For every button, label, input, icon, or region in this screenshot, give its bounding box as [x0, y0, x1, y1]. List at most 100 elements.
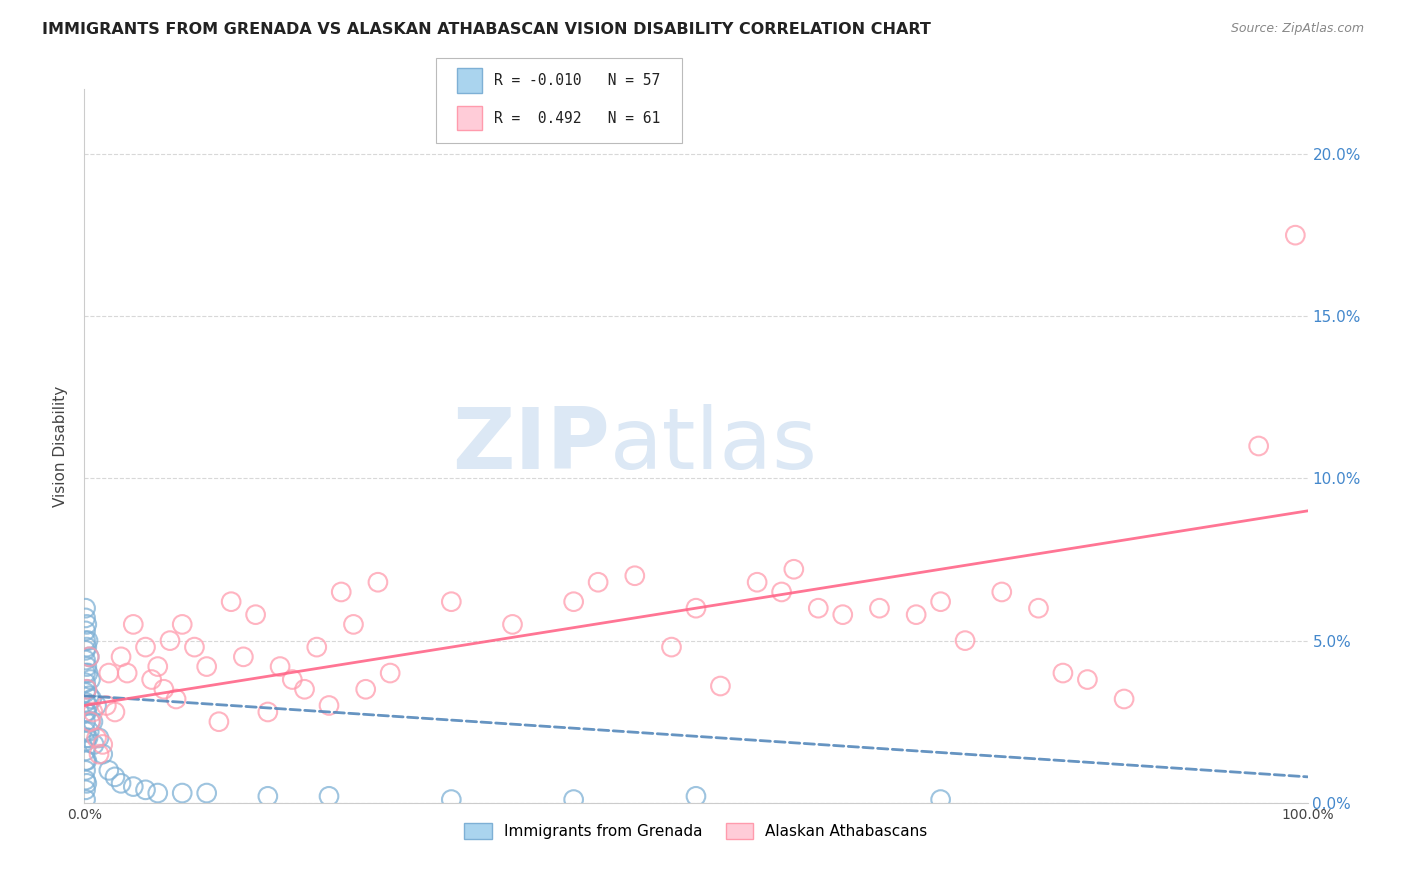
Point — [77, 633, 100, 648]
Point — [562, 792, 585, 806]
Point — [83, 738, 105, 752]
Point — [76, 640, 98, 654]
Point — [219, 595, 242, 609]
Point — [281, 673, 304, 687]
Point — [562, 595, 585, 609]
Point — [91, 738, 114, 752]
Point — [115, 666, 138, 681]
Point — [685, 789, 707, 804]
Point — [96, 698, 118, 713]
Point — [709, 679, 731, 693]
Point — [929, 792, 952, 806]
Point — [257, 705, 280, 719]
Point — [318, 789, 340, 804]
Point — [380, 666, 402, 681]
Point — [440, 792, 463, 806]
Point — [195, 659, 218, 673]
Point — [502, 617, 524, 632]
Point — [75, 782, 97, 797]
Point — [79, 673, 101, 687]
Point — [172, 786, 194, 800]
Point — [75, 792, 97, 806]
Point — [141, 673, 163, 687]
Point — [183, 640, 205, 654]
Point — [75, 675, 97, 690]
Point — [76, 731, 98, 745]
Point — [77, 731, 100, 745]
Point — [783, 562, 806, 576]
Point — [76, 682, 98, 697]
Point — [135, 640, 157, 654]
Point — [97, 666, 120, 681]
Point — [195, 786, 218, 800]
Point — [807, 601, 830, 615]
Point — [76, 776, 98, 790]
Point — [110, 649, 132, 664]
Point — [77, 689, 100, 703]
Point — [831, 607, 853, 622]
Point — [905, 607, 928, 622]
Point — [76, 682, 98, 697]
Point — [79, 714, 101, 729]
Point — [75, 685, 97, 699]
Point — [586, 575, 609, 590]
Point — [354, 682, 377, 697]
Point — [172, 617, 194, 632]
Point — [75, 624, 97, 638]
Point — [75, 714, 97, 729]
Point — [82, 714, 104, 729]
Point — [305, 640, 328, 654]
Point — [75, 705, 97, 719]
Point — [91, 747, 114, 761]
Point — [1052, 666, 1074, 681]
Point — [440, 595, 463, 609]
Point — [330, 585, 353, 599]
Point — [104, 705, 127, 719]
Point — [1284, 228, 1306, 243]
Point — [269, 659, 291, 673]
Text: ZIP: ZIP — [453, 404, 610, 488]
Point — [153, 682, 176, 697]
Point — [75, 643, 97, 657]
Point — [80, 692, 103, 706]
Point — [318, 698, 340, 713]
Point — [75, 695, 97, 709]
Text: Source: ZipAtlas.com: Source: ZipAtlas.com — [1230, 22, 1364, 36]
Point — [991, 585, 1014, 599]
Point — [624, 568, 647, 582]
Point — [75, 734, 97, 748]
Point — [1028, 601, 1050, 615]
Point — [87, 747, 110, 761]
Point — [77, 666, 100, 681]
Point — [75, 764, 97, 778]
Point — [75, 754, 97, 768]
Point — [76, 754, 98, 768]
Text: R = -0.010   N = 57: R = -0.010 N = 57 — [494, 72, 659, 87]
Point — [76, 659, 98, 673]
Point — [146, 659, 169, 673]
Point — [294, 682, 316, 697]
Legend: Immigrants from Grenada, Alaskan Athabascans: Immigrants from Grenada, Alaskan Athabas… — [458, 817, 934, 845]
Point — [75, 744, 97, 758]
Point — [75, 666, 97, 681]
Point — [122, 780, 145, 794]
Point — [367, 575, 389, 590]
Point — [165, 692, 187, 706]
Point — [208, 714, 231, 729]
Point — [953, 633, 976, 648]
Point — [87, 731, 110, 745]
Point — [257, 789, 280, 804]
Point — [146, 786, 169, 800]
Point — [76, 705, 98, 719]
Point — [747, 575, 769, 590]
Point — [104, 770, 127, 784]
Point — [1247, 439, 1270, 453]
Point — [245, 607, 267, 622]
Point — [86, 698, 108, 713]
Point — [75, 653, 97, 667]
Point — [77, 724, 100, 739]
Point — [77, 649, 100, 664]
Point — [79, 714, 101, 729]
Y-axis label: Vision Disability: Vision Disability — [53, 385, 69, 507]
Point — [75, 724, 97, 739]
